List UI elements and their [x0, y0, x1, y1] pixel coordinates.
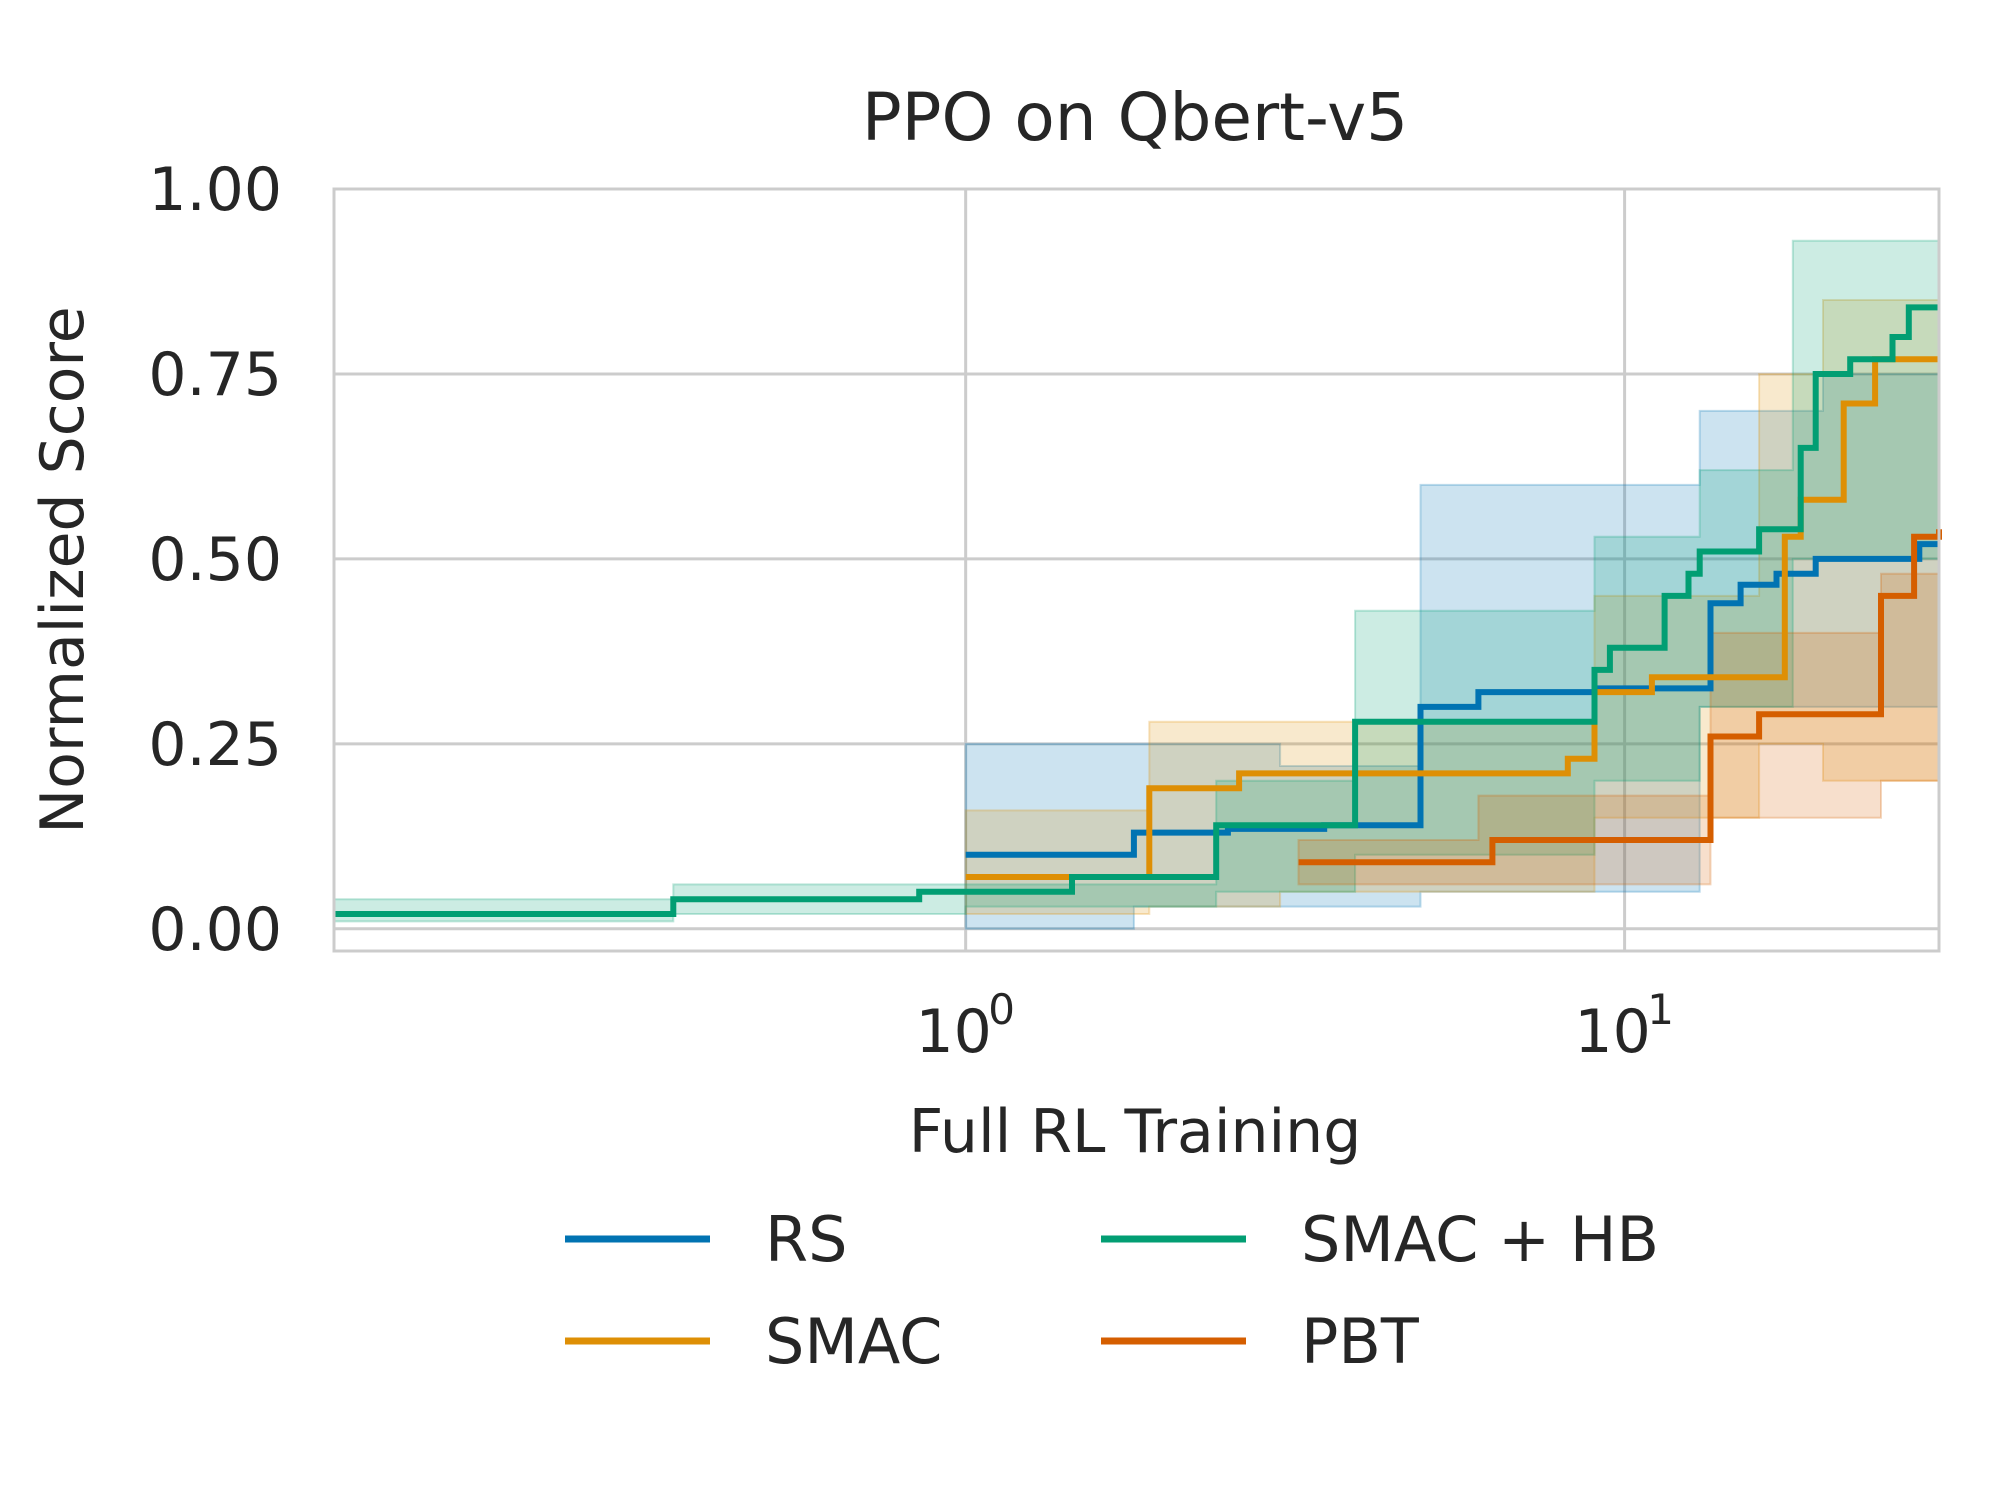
legend-item-smac-hb: SMAC + HB	[1101, 1203, 1659, 1276]
series-line-smac-hb	[334, 304, 1939, 917]
x-tick-label-0: 100	[915, 985, 1015, 1067]
y-tick-label-4: 1.00	[148, 155, 282, 225]
y-tick-label-0: 0.00	[148, 895, 282, 965]
chart-title: PPO on Qbert-v5	[862, 79, 1408, 156]
y-tick-label-1: 0.25	[148, 710, 282, 780]
legend-label-pbt: PBT	[1301, 1305, 1420, 1378]
legend-label-rs: RS	[765, 1203, 847, 1276]
plot-frame	[332, 187, 1941, 953]
x-tick-label-1: 101	[1574, 985, 1674, 1067]
series-lines	[334, 304, 1942, 917]
legend: RS SMAC + HB SMAC PBT	[565, 1203, 1659, 1378]
plot-area	[332, 187, 1942, 953]
plot-background	[334, 189, 1939, 951]
x-tick-exponent-0: 0	[988, 985, 1015, 1034]
grid-lines	[334, 187, 1939, 951]
x-tick-base-0: 10	[915, 997, 991, 1067]
legend-label-smac: SMAC	[765, 1305, 942, 1378]
legend-item-pbt: PBT	[1101, 1305, 1420, 1378]
x-tick-exponent-1: 1	[1647, 985, 1674, 1034]
y-tick-label-2: 0.50	[148, 525, 282, 595]
y-tick-label-3: 0.75	[148, 340, 282, 410]
x-tick-base-1: 10	[1574, 997, 1650, 1067]
x-tick-labels: 100 101	[915, 985, 1673, 1067]
legend-item-rs: RS	[565, 1203, 847, 1276]
legend-label-smac-hb: SMAC + HB	[1301, 1203, 1659, 1276]
y-axis-label: Normalized Score	[28, 306, 98, 833]
y-tick-labels: 0.00 0.25 0.50 0.75 1.00	[148, 155, 282, 965]
series-line-smac	[965, 356, 1939, 880]
x-axis-label: Full RL Training	[909, 1097, 1362, 1167]
legend-item-smac: SMAC	[565, 1305, 942, 1378]
series-line-pbt	[1298, 529, 1942, 866]
